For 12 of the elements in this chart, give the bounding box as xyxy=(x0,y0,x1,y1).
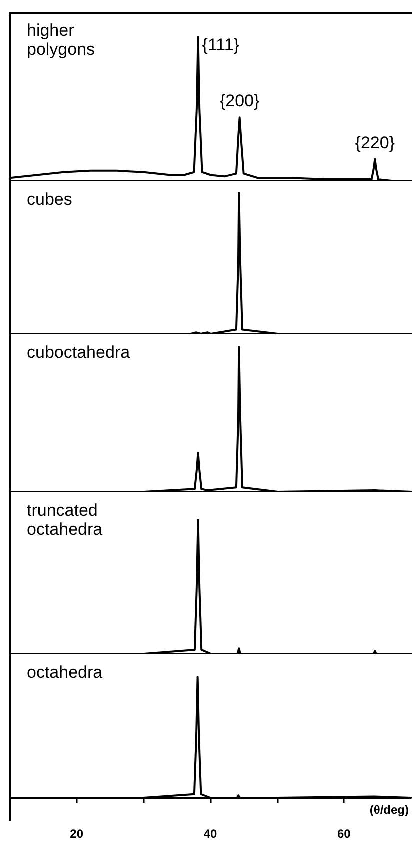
annotation: {200} xyxy=(220,92,260,111)
chart-title: octahedra xyxy=(27,663,104,682)
x-axis-title: (θ/deg) xyxy=(370,803,409,817)
chart-title: truncated octahedra xyxy=(27,501,104,539)
chart-title: cubes xyxy=(27,190,72,209)
x-tick-label: 20 xyxy=(70,827,84,841)
annotation: {111} xyxy=(202,36,240,54)
x-tick-label: 60 xyxy=(337,827,352,841)
chart-title: higher polygons xyxy=(27,21,96,59)
annotation: {220} xyxy=(355,133,396,152)
chart-title: cuboctahedra xyxy=(27,343,131,362)
x-tick-label: 40 xyxy=(204,827,218,841)
